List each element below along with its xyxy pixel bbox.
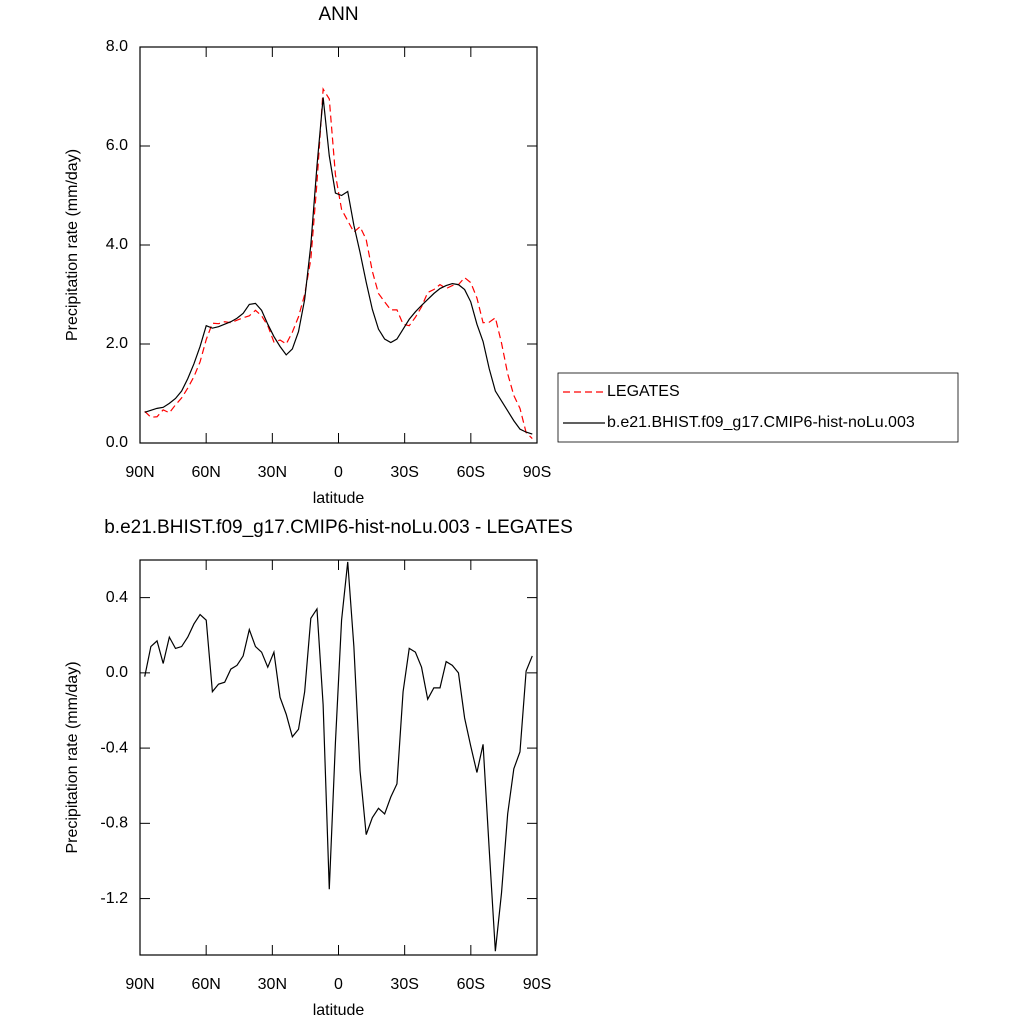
y-axis-label: Precipitation rate (mm/day) bbox=[64, 661, 81, 853]
y-tick-label: 0.0 bbox=[106, 434, 128, 451]
data-line bbox=[144, 97, 533, 435]
data-line bbox=[144, 87, 533, 439]
legend-box bbox=[557, 372, 959, 443]
y-tick-label: 0.0 bbox=[106, 664, 128, 681]
x-tick-label: 90N bbox=[125, 976, 154, 993]
x-tick-label: 30N bbox=[258, 976, 287, 993]
y-tick-label: -1.2 bbox=[100, 890, 128, 907]
legend-label: b.e21.BHIST.f09_g17.CMIP6-hist-noLu.003 bbox=[607, 414, 915, 431]
y-tick-label: -0.4 bbox=[100, 739, 128, 756]
y-tick-label: 2.0 bbox=[106, 335, 128, 352]
x-tick-label: 30S bbox=[390, 464, 418, 481]
x-axis-label: latitude bbox=[313, 1002, 365, 1019]
y-tick-label: 0.4 bbox=[106, 589, 128, 606]
x-tick-label: 90S bbox=[523, 976, 551, 993]
y-tick-label: -0.8 bbox=[100, 815, 128, 832]
y-tick-label: 6.0 bbox=[106, 137, 128, 154]
x-tick-label: 60S bbox=[457, 464, 485, 481]
chart-title: ANN bbox=[318, 4, 358, 25]
x-tick-label: 60S bbox=[457, 976, 485, 993]
plot-frame bbox=[139, 559, 538, 956]
legend-label: LEGATES bbox=[607, 383, 680, 400]
data-line bbox=[144, 561, 533, 952]
x-tick-label: 90S bbox=[523, 464, 551, 481]
y-axis-label: Precipitation rate (mm/day) bbox=[64, 149, 81, 341]
x-tick-label: 30N bbox=[258, 464, 287, 481]
y-tick-label: 4.0 bbox=[106, 236, 128, 253]
x-tick-label: 0 bbox=[334, 976, 343, 993]
chart-title: b.e21.BHIST.f09_g17.CMIP6-hist-noLu.003 … bbox=[104, 517, 573, 538]
x-tick-label: 0 bbox=[334, 464, 343, 481]
x-tick-label: 60N bbox=[191, 976, 220, 993]
x-tick-label: 60N bbox=[191, 464, 220, 481]
x-tick-label: 30S bbox=[390, 976, 418, 993]
x-tick-label: 90N bbox=[125, 464, 154, 481]
y-tick-label: 8.0 bbox=[106, 38, 128, 55]
legend: LEGATES b.e21.BHIST.f09_g17.CMIP6-hist-no… bbox=[557, 372, 959, 443]
x-axis-label: latitude bbox=[313, 490, 365, 507]
plot-frame bbox=[139, 46, 538, 444]
